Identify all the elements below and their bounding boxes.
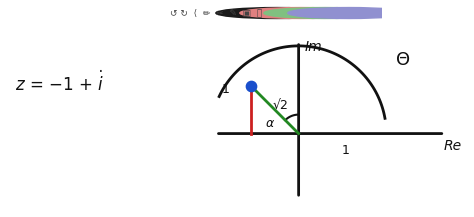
Text: √2: √2: [273, 99, 289, 112]
Text: α: α: [266, 117, 274, 130]
Text: Im: Im: [304, 40, 322, 54]
Text: ↺ ↻  ⟨  ✏  ✂  ✎  ▣  🖼: ↺ ↻ ⟨ ✏ ✂ ✎ ▣ 🖼: [170, 8, 262, 18]
Circle shape: [288, 8, 410, 18]
Text: Θ: Θ: [396, 51, 410, 69]
Circle shape: [240, 8, 362, 18]
Text: Re: Re: [443, 139, 461, 153]
Circle shape: [264, 8, 386, 18]
Text: 1: 1: [342, 144, 350, 157]
Text: $\mathit{z}$ = −1 + $\mathit{\dot{i}}$: $\mathit{z}$ = −1 + $\mathit{\dot{i}}$: [15, 71, 104, 95]
Text: 1: 1: [221, 84, 229, 97]
Point: [247, 84, 255, 88]
Circle shape: [216, 8, 338, 18]
